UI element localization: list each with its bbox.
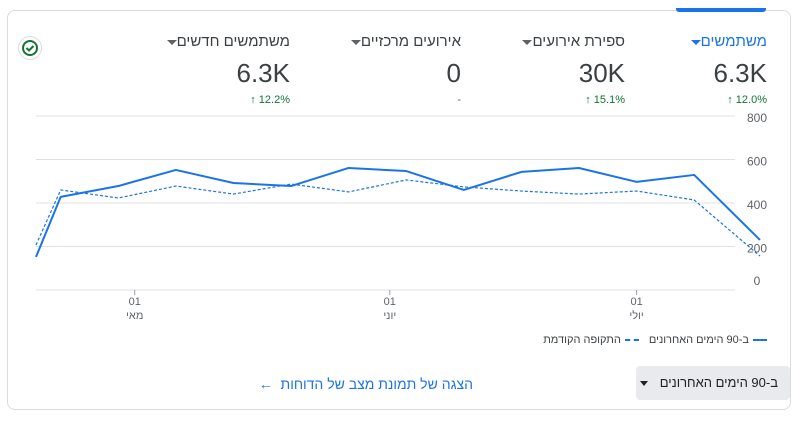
card [7, 10, 791, 410]
date-range-label: ב-90 הימים האחרונים [659, 375, 778, 390]
metric-name: משתמשים [700, 33, 767, 50]
metric-value: 6.3K [236, 58, 291, 88]
x-tick-month: מאי [126, 310, 143, 322]
legend: ב-90 הימים האחרונים התקופה הקודמת [543, 334, 767, 346]
series-line [35, 166, 761, 258]
metric-name: אירועים מרכזיים [360, 33, 461, 50]
metric[interactable]: אירועים מרכזיים 0 - [311, 30, 461, 108]
y-tick-label: 800 [747, 111, 767, 125]
report-link-label: הצגה של תמונת מצב של הדוחות [280, 376, 473, 392]
x-tick-label: 01 [129, 296, 141, 308]
metric-name: ספירת אירועים [532, 33, 625, 50]
metric-value: 0 [446, 58, 461, 88]
x-tick-label: 01 [384, 296, 396, 308]
metric-change: - [457, 94, 461, 106]
metric[interactable]: ספירת אירועים 30K 15.1% ↑ [475, 30, 625, 108]
metric-change: 12.2% [258, 94, 290, 106]
metric[interactable]: משתמשים חדשים 6.3K 12.2% ↑ [140, 30, 290, 108]
y-tick-label: 400 [747, 198, 767, 212]
y-tick-label: 200 [747, 242, 767, 256]
metric-change: 15.1% [593, 94, 625, 106]
x-tick-label: 01 [630, 296, 642, 308]
metric-value: 6.3K [713, 58, 768, 88]
y-tick-label: 600 [747, 155, 767, 169]
date-range-button[interactable]: ב-90 הימים האחרונים [636, 366, 790, 400]
metric[interactable]: משתמשים 6.3K 12.0% ↑ [617, 30, 767, 108]
y-tick-label: 0 [754, 274, 761, 288]
metric-change: 12.0% [735, 94, 767, 106]
status-check [18, 36, 42, 60]
metric-value: 30K [578, 58, 625, 88]
report-link[interactable]: הצגה של תמונת מצב של הדוחות ← [258, 376, 473, 392]
series-line [35, 179, 761, 257]
x-tick-month: יולי [629, 309, 643, 322]
legend-label: התקופה הקודמת [543, 334, 621, 346]
legend-item: התקופה הקודמת [543, 334, 639, 346]
x-tick-month: יוני [383, 310, 396, 322]
legend-item: ב-90 הימים האחרונים [649, 334, 767, 346]
metric-name: משתמשים חדשים [176, 33, 290, 50]
legend-label: ב-90 הימים האחרונים [648, 334, 749, 346]
active-tab-indicator [676, 8, 766, 12]
